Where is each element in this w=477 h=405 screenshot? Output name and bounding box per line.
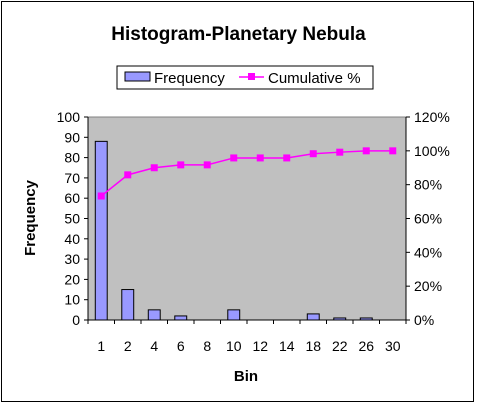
legend-cumulative-label: Cumulative %: [268, 70, 361, 87]
y-tick-label: 70: [64, 170, 80, 186]
y2-tick-label: 0%: [414, 312, 434, 328]
y2-tick-label: 20%: [414, 278, 442, 294]
x-tick-label: 14: [279, 338, 295, 354]
cumulative-marker: [177, 161, 185, 169]
x-tick-label: 26: [358, 338, 374, 354]
x-tick-label: 12: [252, 338, 268, 354]
x-tick-label: 1: [97, 338, 105, 354]
x-tick-label: 22: [332, 338, 348, 354]
x-tick-label: 18: [305, 338, 321, 354]
chart-title: Histogram-Planetary Nebula: [111, 24, 366, 45]
bar-frequency: [147, 309, 161, 321]
bar-frequency: [359, 317, 373, 321]
legend: Frequency Cumulative %: [116, 65, 374, 90]
y2-tick-label: 80%: [414, 177, 442, 193]
legend-frequency-swatch: [124, 71, 151, 82]
y-tick-label: 50: [64, 211, 80, 227]
cumulative-marker: [124, 171, 132, 179]
y2-tick-label: 120%: [414, 109, 450, 125]
bar-frequency: [121, 289, 135, 321]
legend-frequency-label: Frequency: [154, 70, 225, 87]
y-tick-label: 80: [64, 150, 80, 166]
x-tick-label: 30: [385, 338, 401, 354]
cumulative-marker: [230, 154, 238, 162]
cumulative-marker: [97, 192, 105, 200]
y-tick-label: 100: [57, 109, 81, 125]
y-tick-label: 20: [64, 271, 80, 287]
y-tick-label: 0: [72, 312, 80, 328]
cumulative-marker: [283, 154, 291, 162]
cumulative-marker: [389, 147, 397, 155]
x-tick-label: 6: [177, 338, 185, 354]
y2-tick-label: 60%: [414, 211, 442, 227]
x-tick-label: 4: [150, 338, 158, 354]
cumulative-marker: [203, 161, 211, 169]
cumulative-marker: [256, 154, 264, 162]
bar-frequency: [306, 313, 320, 321]
y-tick-label: 30: [64, 251, 80, 267]
cumulative-line: [100, 150, 393, 197]
y2-tick-label: 100%: [414, 143, 450, 159]
legend-cumulative-marker: [248, 73, 255, 80]
y-axis-title: Frequency: [22, 179, 39, 256]
x-axis-title: Bin: [234, 368, 258, 385]
x-tick-label: 10: [226, 338, 242, 354]
cumulative-marker: [309, 150, 317, 158]
y-tick-label: 90: [64, 129, 80, 145]
bar-frequency: [174, 315, 188, 321]
plot-area: [87, 116, 407, 321]
y-tick-label: 10: [64, 292, 80, 308]
y-tick-label: 60: [64, 190, 80, 206]
y2-tick-label: 40%: [414, 244, 442, 260]
x-tick-label: 2: [124, 338, 132, 354]
bar-frequency: [227, 309, 241, 321]
cumulative-marker: [336, 148, 344, 156]
bar-frequency: [333, 317, 347, 321]
cumulative-marker: [362, 147, 370, 155]
bar-frequency: [94, 140, 108, 321]
x-tick-label: 8: [203, 338, 211, 354]
cumulative-marker: [150, 164, 158, 172]
y-tick-label: 40: [64, 231, 80, 247]
